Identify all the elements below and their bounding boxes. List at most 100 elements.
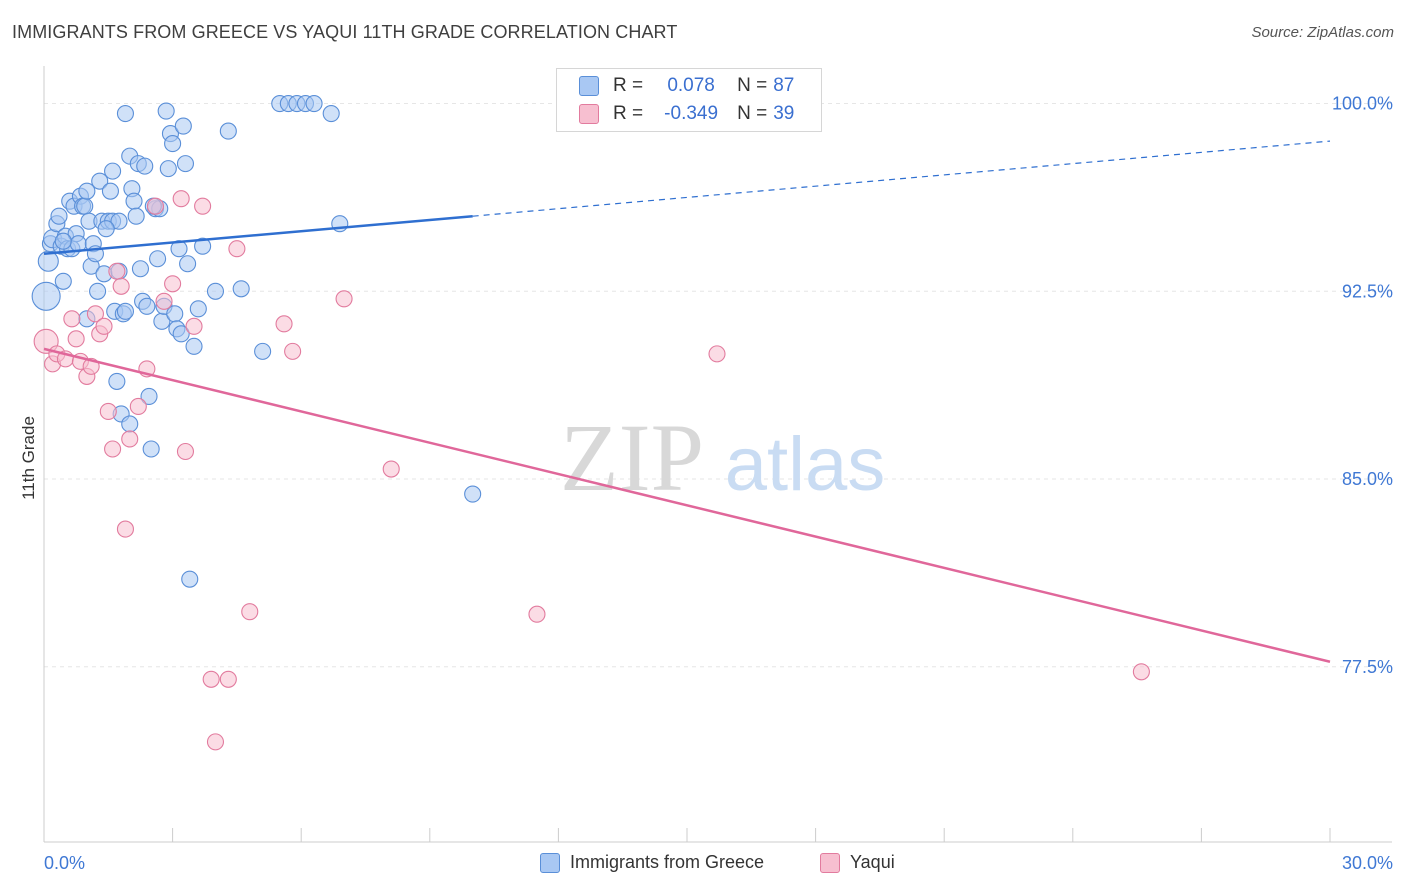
greece-point [31,281,61,311]
yaqui-point [108,262,126,280]
greece-legend-label: Immigrants from Greece [570,852,765,872]
yaqui-point [219,670,237,688]
n-label: N = [737,75,768,96]
greece-point [164,135,182,153]
yaqui-point [63,310,81,328]
trend-lines [43,140,1331,663]
greece-point [125,192,143,210]
greece-point [116,105,134,123]
greece-point [189,300,207,318]
greece-point [127,207,145,225]
y-tick-label: 100.0% [1332,94,1393,114]
yaqui-point [86,305,104,323]
greece-point [159,160,177,178]
grid-lines [44,103,1392,668]
greece-point [157,102,175,120]
greece-point [138,297,156,315]
yaqui-point [121,430,139,448]
greece-point [136,157,154,175]
axes [43,66,1392,843]
greece-point [232,280,250,298]
yaqui-point [67,330,85,348]
greece-r-value: 0.078 [667,75,715,96]
yaqui-point [95,317,113,335]
yaqui-point [228,240,246,258]
greece-point [54,272,72,290]
yaqui-point [176,442,195,461]
greece-trend-line [43,214,473,255]
greece-point [110,212,128,230]
yaqui-r-value: -0.349 [664,103,719,124]
x-tick-label: 30.0% [1342,853,1393,873]
yaqui-point [1132,663,1150,681]
yaqui-point [335,290,353,308]
greece-point [91,172,109,190]
greece-trend-extension [472,140,1331,217]
greece-point [322,105,340,123]
yaqui-point [155,292,173,310]
greece-point [108,372,126,390]
greece-point [140,387,158,405]
x-tick-label: 0.0% [44,853,85,873]
greece-point [305,94,323,113]
greece-point [254,342,272,360]
greece-point [101,182,119,200]
yaqui-point [194,197,212,215]
yaqui-trend-line [43,347,1331,663]
yaqui-point [104,440,122,458]
watermark-zip: ZIP [560,404,704,511]
yaqui-point [185,317,203,335]
yaqui-point [206,733,225,751]
chart-title: IMMIGRANTS FROM GREECE VS YAQUI 11TH GRA… [12,22,678,42]
yaqui-point [146,197,165,215]
greece-point [50,207,68,225]
yaqui-point [164,275,182,293]
stats-legend: R = 0.078 N = 87 R = -0.349 N = 39 [556,68,822,132]
n-label: N = [737,103,768,124]
legend-row-yaqui: R = -0.349 N = 39 [579,101,794,127]
greece-point [181,570,199,588]
greece-point [179,255,197,273]
greece-point [131,260,149,278]
axis-labels: 100.0% 92.5% 85.0% 77.5% 0.0% 30.0% 11th Grade [19,94,1393,873]
legend-row-greece: R = 0.078 N = 87 [579,73,794,99]
y-axis-title: 11th Grade [19,416,38,500]
greece-n-value: 87 [773,75,795,96]
yaqui-swatch [579,104,599,124]
series-yaqui-points [33,190,1150,751]
source-label: Source: ZipAtlas.com [1251,24,1394,41]
greece-point [185,337,203,355]
greece-point [142,440,160,458]
greece-point [219,122,237,140]
greece-point [176,155,195,173]
greece-point [89,282,107,300]
greece-point [149,250,167,268]
greece-point [206,282,225,300]
yaqui-point [172,190,190,208]
yaqui-point [129,397,147,415]
greece-point [54,232,72,250]
legend-item-yaqui[interactable]: Yaqui [820,852,895,873]
y-tick-label: 92.5% [1342,281,1393,301]
y-tick-label: 85.0% [1342,469,1393,489]
r-label: R = [613,75,644,96]
yaqui-point [382,460,400,478]
greece-point [97,220,115,238]
greece-point [464,485,482,503]
greece-point [194,237,212,255]
watermark-atlas: atlas [725,422,886,507]
greece-point [174,117,192,135]
greece-point [104,162,122,180]
greece-point [121,415,139,433]
greece-legend-swatch [540,852,560,873]
greece-swatch [579,76,599,96]
yaqui-point [99,402,117,420]
yaqui-n-value: 39 [773,103,795,124]
r-label: R = [613,103,644,124]
watermark: ZIP atlas [560,404,885,511]
legend-item-greece[interactable]: Immigrants from Greece [540,852,764,873]
yaqui-point [116,520,134,538]
yaqui-point [241,603,259,621]
greece-point [116,302,134,320]
